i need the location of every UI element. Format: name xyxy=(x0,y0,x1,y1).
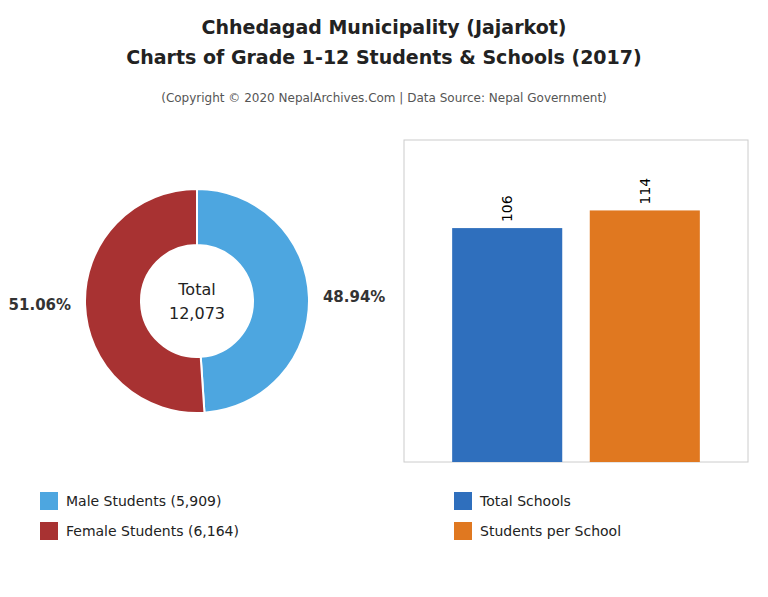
data-label: 106 xyxy=(499,195,515,222)
legend-swatch xyxy=(454,522,472,540)
data-label: 114 xyxy=(637,178,653,205)
background xyxy=(0,0,768,597)
title: Charts of Grade 1-12 Students & Schools … xyxy=(126,46,641,68)
chart-root: Chhedagad Municipality (Jajarkot) Charts … xyxy=(0,0,768,597)
legend-swatch xyxy=(454,492,472,510)
legend-entry: Female Students (6,164) xyxy=(66,523,239,539)
bar-chart: 106 114 Total Schools Students per School xyxy=(404,140,748,540)
legend-swatch xyxy=(40,492,58,510)
legend-entry: Total Schools xyxy=(479,493,571,509)
legend-swatch xyxy=(40,522,58,540)
subtitle: (Copyright © 2020 NepalArchives.Com | Da… xyxy=(161,91,607,105)
bar xyxy=(590,210,700,462)
bar xyxy=(452,228,562,462)
data-label: 48.94% xyxy=(323,288,385,306)
bars xyxy=(452,210,700,462)
center-label: Total xyxy=(177,280,215,299)
donut-slice xyxy=(197,189,309,413)
center-label: 12,073 xyxy=(169,304,225,323)
donut-slice xyxy=(85,189,204,413)
pie-chart: 48.94% 51.06% Total 12,073 Male Students (5,… xyxy=(9,189,386,540)
plot-frame xyxy=(404,140,748,462)
data-labels: 106 114 xyxy=(499,178,653,222)
legend-entry: Male Students (5,909) xyxy=(66,493,221,509)
data-label: 51.06% xyxy=(9,296,71,314)
legend-entry: Students per School xyxy=(480,523,621,539)
title: Chhedagad Municipality (Jajarkot) xyxy=(202,16,567,38)
